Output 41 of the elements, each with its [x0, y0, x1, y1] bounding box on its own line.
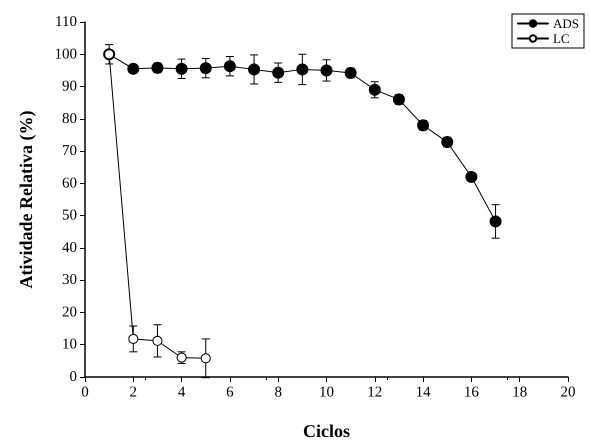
point — [490, 215, 502, 228]
point — [200, 62, 212, 74]
point — [200, 353, 211, 364]
x-tick-label: 10 — [319, 384, 334, 400]
legend-label: ADS — [552, 16, 580, 31]
x-tick-label: 16 — [464, 384, 480, 400]
legend-label: LC — [552, 31, 570, 46]
x-axis-title: Ciclos — [303, 421, 350, 441]
y-tick-label: 100 — [54, 46, 77, 62]
x-tick-label: 6 — [226, 384, 234, 400]
x-tick-label: 20 — [560, 384, 576, 400]
y-tick-label: 80 — [62, 110, 77, 127]
point — [128, 334, 138, 344]
x-tick-label: 2 — [130, 384, 138, 400]
x-tick-label: 12 — [367, 384, 382, 400]
point — [368, 84, 381, 96]
point — [152, 336, 162, 346]
point — [465, 170, 478, 183]
y-tick-label: 20 — [62, 304, 77, 320]
point — [127, 62, 140, 75]
y-tick-label: 90 — [62, 78, 77, 95]
x-tick-label: 0 — [81, 384, 89, 400]
point — [272, 66, 284, 79]
y-tick-label: 0 — [70, 369, 77, 385]
y-tick-label: 10 — [62, 336, 77, 353]
point — [224, 60, 236, 72]
y-tick-label: 110 — [55, 14, 77, 30]
point — [248, 63, 260, 76]
y-tick-label: 40 — [62, 240, 77, 256]
y-tick-label: 60 — [62, 175, 77, 192]
point — [320, 64, 332, 76]
y-tick-label: 70 — [62, 143, 77, 160]
x-tick-label: 4 — [178, 384, 186, 400]
y-tick-label: 30 — [62, 272, 77, 288]
y-tick-label: 50 — [62, 208, 77, 224]
x-tick-label: 18 — [512, 384, 528, 400]
point — [176, 62, 188, 75]
y-axis-title: Atividade Relativa (%) — [16, 110, 36, 288]
point — [296, 63, 308, 76]
x-tick-label: 14 — [416, 384, 432, 400]
x-tick-label: 8 — [274, 384, 282, 400]
